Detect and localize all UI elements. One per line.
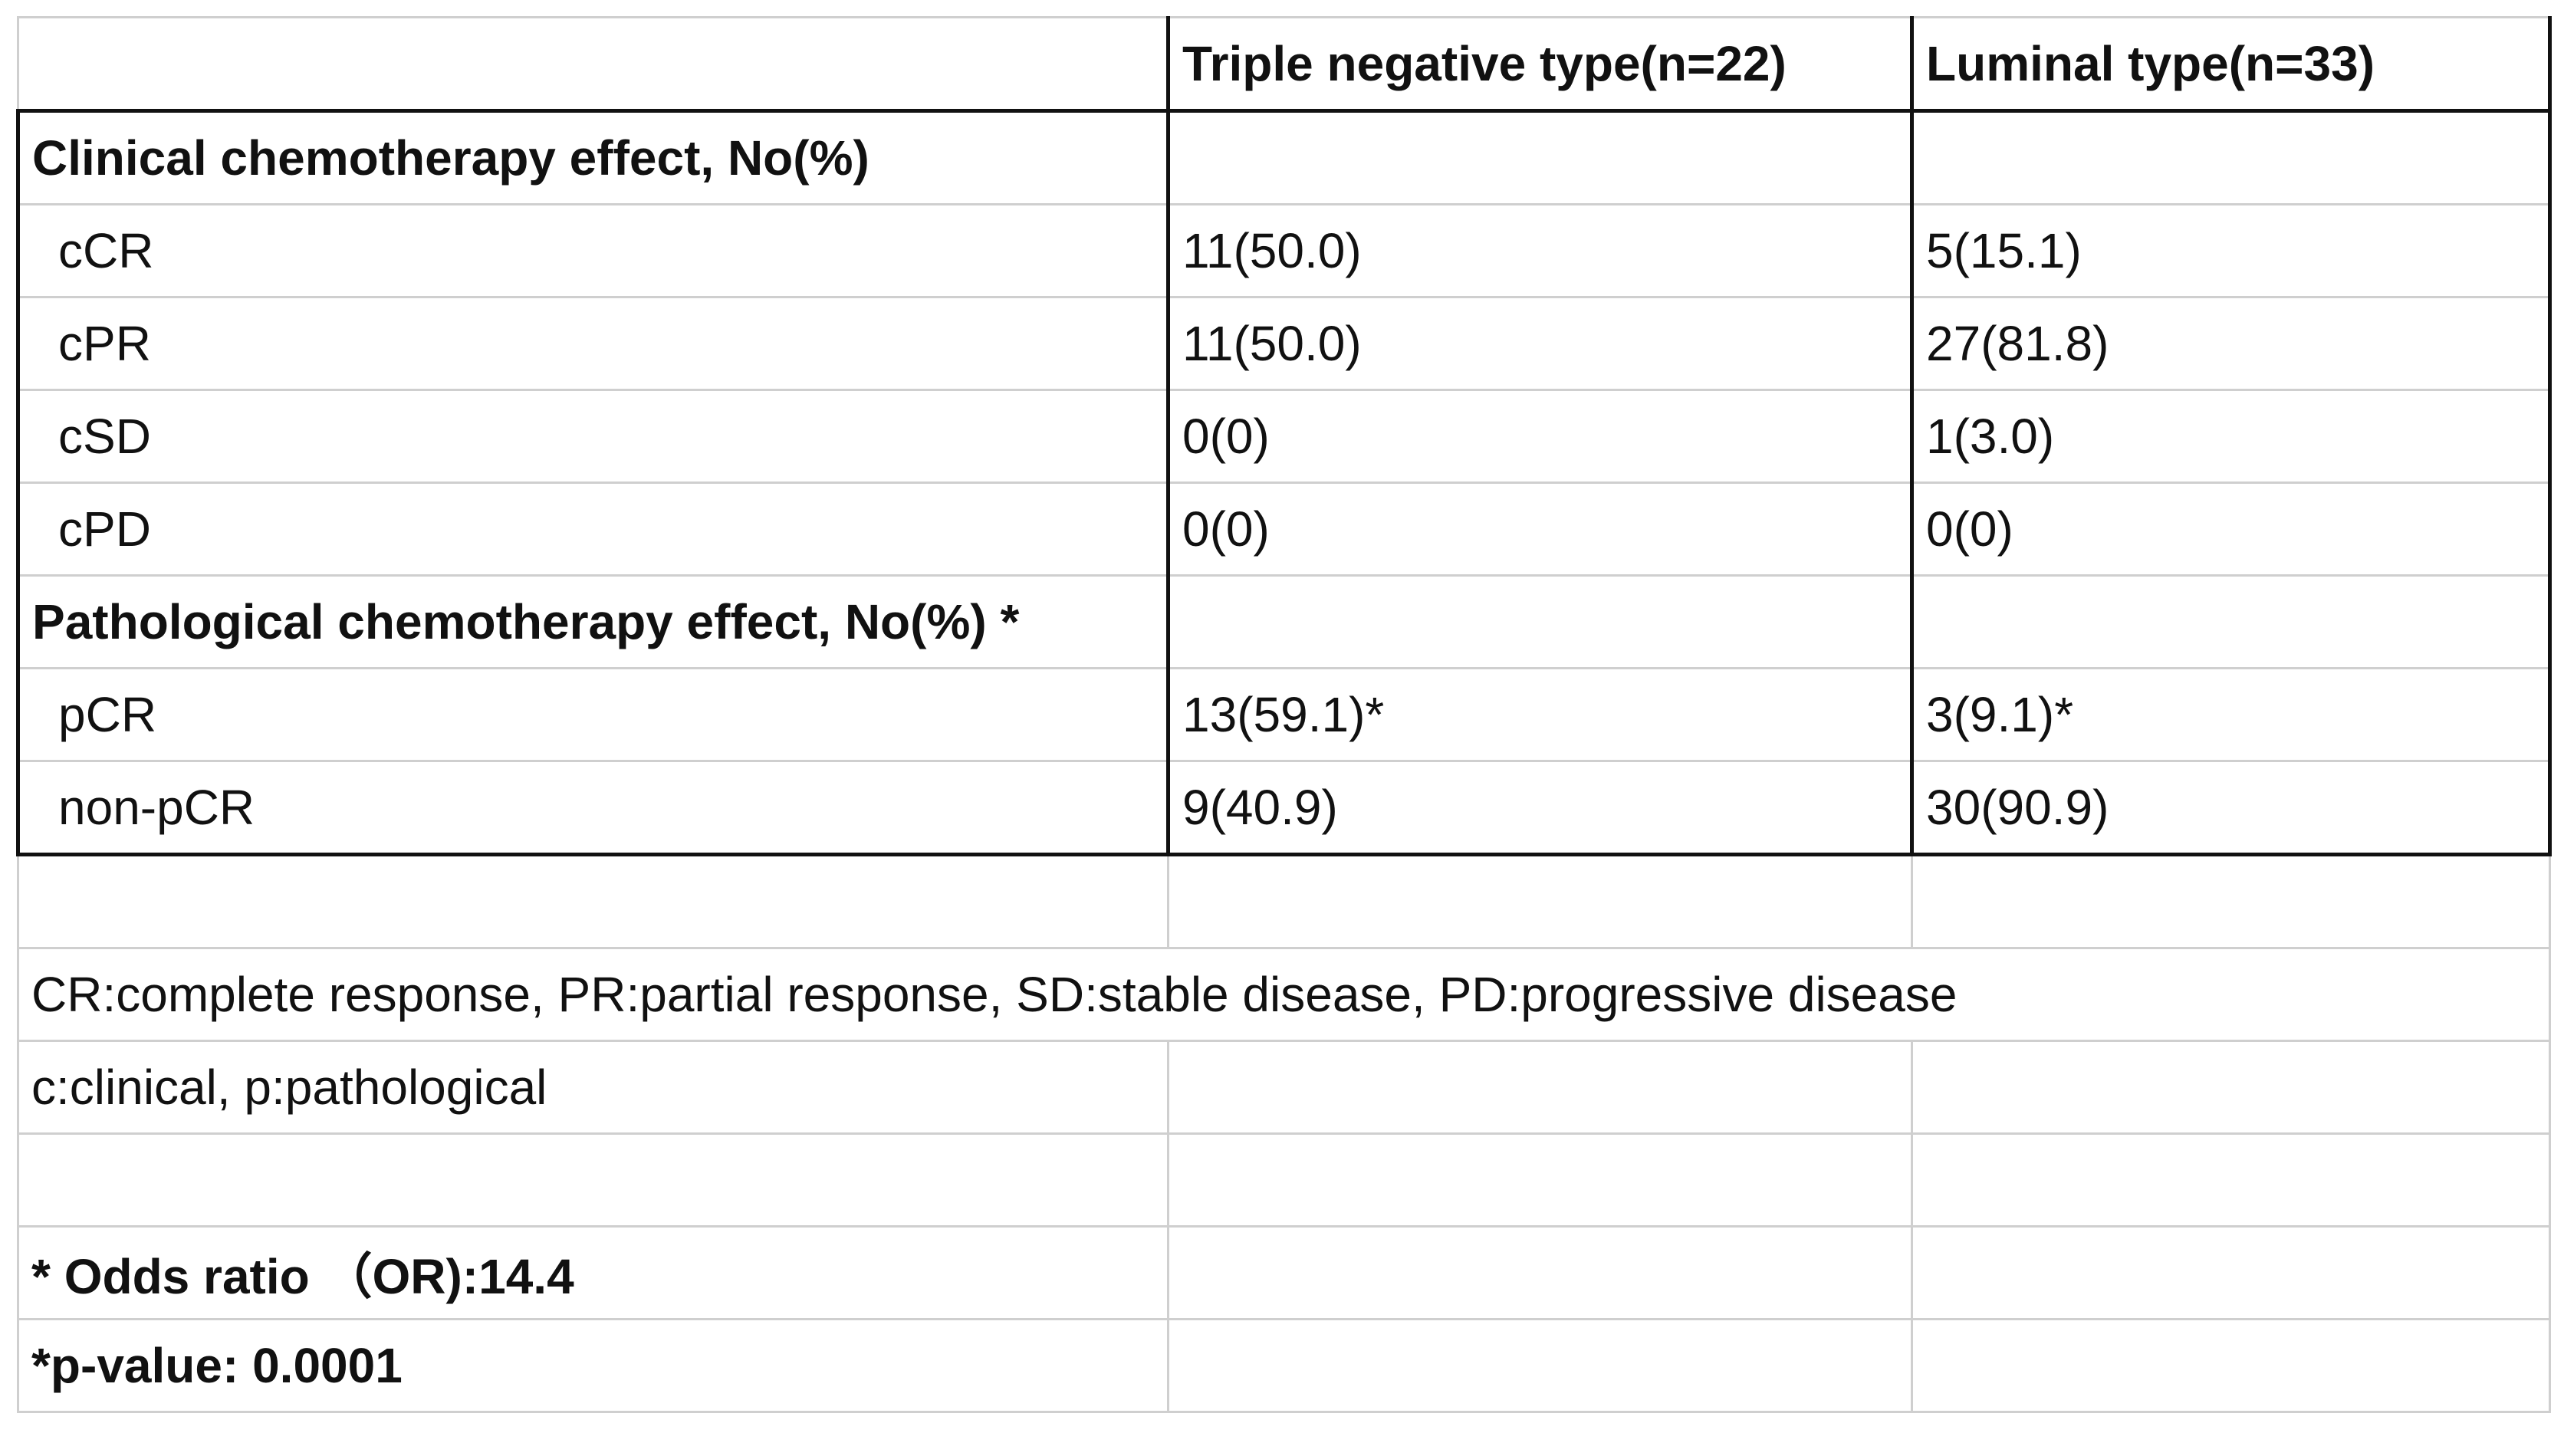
table-row: non-pCR 9(40.9) 30(90.9): [16, 760, 2552, 856]
table-cell: [17, 1132, 1169, 1228]
table-cell: 0(0): [1166, 389, 1913, 484]
table-cell: pCR: [16, 667, 1169, 762]
table-row: c:clinical, p:pathological: [17, 1040, 2551, 1135]
table-cell: [1166, 574, 1913, 669]
table-row: *p-value: 0.0001: [17, 1318, 2551, 1413]
table-body: Triple negative type(n=22) Luminal type(n…: [16, 16, 2552, 1413]
table-cell: 30(90.9): [1910, 760, 2552, 856]
table-cell: 5(15.1): [1910, 203, 2552, 298]
table-cell: 13(59.1)*: [1166, 667, 1913, 762]
table-cell: c:clinical, p:pathological: [17, 1040, 1169, 1135]
table-row: cPR 11(50.0) 27(81.8): [16, 296, 2552, 391]
table-cell: [17, 853, 1169, 949]
table-cell: [1911, 853, 2551, 949]
table-cell: [1910, 110, 2552, 205]
table-cell: [17, 16, 1169, 113]
table-cell: non-pCR: [16, 760, 1169, 856]
table-cell: [1910, 574, 2552, 669]
table-cell: 0(0): [1166, 481, 1913, 577]
table-row: Pathological chemotherapy effect, No(%) …: [16, 574, 2552, 669]
table-cell: [1167, 1225, 1913, 1320]
table-cell: 3(9.1)*: [1910, 667, 2552, 762]
table-cell: [1911, 1318, 2551, 1413]
table-cell: cSD: [16, 389, 1169, 484]
table-cell: [1166, 110, 1913, 205]
table-row: cCR 11(50.0) 5(15.1): [16, 203, 2552, 298]
table-cell: [1167, 1318, 1913, 1413]
table-cell: cCR: [16, 203, 1169, 298]
table-cell: 1(3.0): [1910, 389, 2552, 484]
table-cell: Clinical chemotherapy effect, No(%): [16, 110, 1169, 205]
table-cell: 0(0): [1910, 481, 2552, 577]
table-cell: 9(40.9): [1166, 760, 1913, 856]
table-cell: 27(81.8): [1910, 296, 2552, 391]
table-cell: [1911, 1040, 2551, 1135]
table-cell: [1167, 1040, 1913, 1135]
table-cell: * Odds ratio （OR):14.4: [17, 1225, 1169, 1320]
table-cell: [1167, 1132, 1913, 1228]
table-cell: [1911, 1132, 2551, 1228]
table-cell: *p-value: 0.0001: [17, 1318, 1169, 1413]
table-row: Clinical chemotherapy effect, No(%): [16, 110, 2552, 205]
table-row: cPD 0(0) 0(0): [16, 481, 2552, 577]
table-cell: Luminal type(n=33): [1911, 16, 2552, 113]
table-cell: Pathological chemotherapy effect, No(%) …: [16, 574, 1169, 669]
table-row: pCR 13(59.1)* 3(9.1)*: [16, 667, 2552, 762]
table-row: * Odds ratio （OR):14.4: [17, 1225, 2551, 1320]
results-table: Triple negative type(n=22) Luminal type(n…: [16, 16, 2552, 1413]
table-row: [17, 1132, 2551, 1228]
table-row: Triple negative type(n=22) Luminal type(n…: [17, 16, 2552, 113]
table-row: CR:complete response, PR:partial respons…: [17, 947, 2551, 1042]
table-cell: [1911, 1225, 2551, 1320]
table-cell: 11(50.0): [1166, 203, 1913, 298]
table-cell: cPR: [16, 296, 1169, 391]
table-cell: CR:complete response, PR:partial respons…: [17, 947, 2551, 1042]
table-cell: cPD: [16, 481, 1169, 577]
table-cell: 11(50.0): [1166, 296, 1913, 391]
table-row: [17, 853, 2551, 949]
table-cell: [1167, 853, 1913, 949]
table-cell: Triple negative type(n=22): [1166, 16, 1914, 113]
table-row: cSD 0(0) 1(3.0): [16, 389, 2552, 484]
